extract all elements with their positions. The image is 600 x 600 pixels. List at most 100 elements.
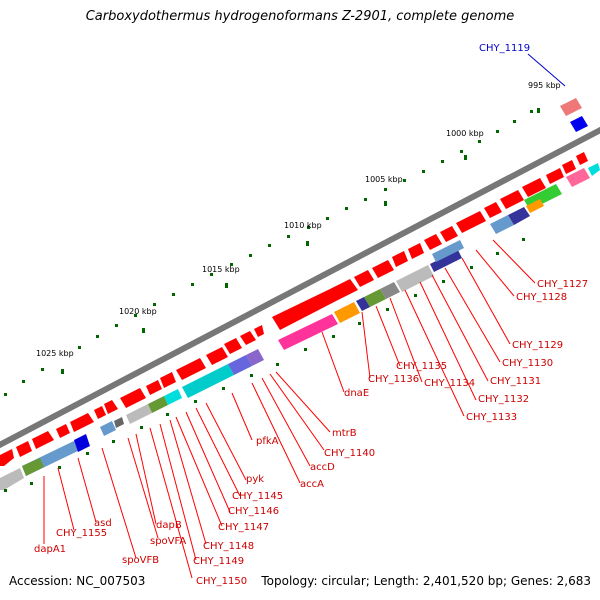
- genome-summary: Topology: circular; Length: 2,401,520 bp…: [261, 574, 591, 588]
- feature-block: [364, 289, 386, 307]
- gene-label[interactable]: CHY_1133: [466, 412, 517, 423]
- gene-label[interactable]: CHY_1149: [193, 556, 244, 567]
- gene-label[interactable]: dapA1: [34, 544, 66, 555]
- inner-ticks: [4, 238, 525, 492]
- gene-label[interactable]: CHY_1147: [218, 522, 269, 533]
- feature-block: [182, 364, 234, 398]
- gene-label[interactable]: CHY_1145: [232, 491, 283, 502]
- feature-block: [560, 98, 582, 116]
- gene-label[interactable]: CHY_1131: [490, 376, 541, 387]
- gene-arrow: [272, 279, 358, 330]
- gene-label[interactable]: CHY_1148: [203, 541, 254, 552]
- gene-arrow: [56, 424, 70, 438]
- feature-block: [356, 297, 370, 311]
- gene-label[interactable]: CHY_1155: [56, 528, 107, 539]
- gene-label[interactable]: mtrB: [332, 428, 357, 439]
- scale-label: 995 kbp: [528, 81, 561, 90]
- gene-label[interactable]: CHY_1130: [502, 358, 553, 369]
- gene-label[interactable]: pyk: [246, 474, 264, 485]
- gene-arrow: [240, 331, 256, 345]
- gene-label[interactable]: dapB: [156, 520, 182, 531]
- gene-labels: CHY_1119 CHY_1127 CHY_1128 CHY_1129 CHY_…: [34, 43, 588, 587]
- gene-arrow: [484, 202, 502, 218]
- scale-label: 1015 kbp: [202, 265, 240, 274]
- feature-block: [100, 421, 116, 436]
- map-title: Carboxydothermus hydrogenoformans Z-2901…: [85, 9, 515, 24]
- gene-label[interactable]: CHY_1146: [228, 506, 279, 517]
- feature-blocks: [0, 98, 590, 490]
- gene-arrow: [546, 168, 564, 184]
- gene-label[interactable]: CHY_1134: [424, 378, 475, 389]
- feature-block: [114, 417, 124, 428]
- gene-arrow: [224, 338, 242, 354]
- gene-label[interactable]: CHY_1127: [537, 279, 588, 290]
- feature-block: [490, 215, 514, 234]
- gene-label-highlight[interactable]: CHY_1119: [479, 43, 530, 54]
- gene-arrow: [456, 211, 486, 233]
- feature-block: [432, 240, 464, 262]
- gene-arrow: [576, 152, 588, 165]
- gene-arrow: [500, 190, 524, 209]
- gene-label[interactable]: CHY_1132: [478, 394, 529, 405]
- feature-block: [334, 302, 360, 323]
- gene-arrow: [176, 358, 206, 380]
- gene-label[interactable]: accA: [300, 479, 324, 490]
- gene-arrow: [522, 178, 546, 197]
- feature-block: [566, 168, 590, 187]
- gene-arrow: [588, 163, 600, 176]
- feature-block: [74, 434, 90, 452]
- gene-label[interactable]: dnaE: [344, 388, 369, 399]
- gene-label[interactable]: CHY_1140: [324, 448, 375, 459]
- gene-arrow: [16, 441, 32, 457]
- gene-label[interactable]: asd: [94, 518, 112, 529]
- feature-block: [0, 468, 24, 490]
- gene-label[interactable]: CHY_1136: [368, 374, 419, 385]
- gene-arrow: [408, 243, 424, 259]
- feature-block: [380, 282, 400, 299]
- gene-arrow: [424, 234, 442, 250]
- gene-arrow: [392, 251, 408, 267]
- gene-arrow: [372, 260, 394, 278]
- gene-arrow: [70, 413, 94, 432]
- gene-arrow: [254, 325, 264, 337]
- feature-block: [396, 265, 434, 292]
- gene-arrow: [354, 270, 374, 287]
- label-leaders: [43, 239, 536, 579]
- gene-arrow: [206, 347, 228, 365]
- gene-arrow: [32, 431, 54, 449]
- gene-arrow: [120, 388, 146, 408]
- outer-ticks: [4, 108, 540, 396]
- feature-block: [526, 199, 544, 213]
- feature-block: [22, 458, 44, 476]
- scale-label: 1000 kbp: [446, 129, 484, 138]
- feature-block: [508, 207, 530, 225]
- feature-block: [570, 116, 588, 132]
- gene-label[interactable]: CHY_1129: [512, 340, 563, 351]
- scale-label: 1005 kbp: [365, 175, 403, 184]
- feature-block: [430, 250, 462, 272]
- scale-labels: 995 kbp 1000 kbp 1005 kbp 1010 kbp 1015 …: [36, 81, 561, 358]
- highlight-leader: [527, 53, 566, 87]
- genome-backbone: [0, 126, 600, 449]
- gene-label[interactable]: CHY_1128: [516, 292, 567, 303]
- gene-label[interactable]: CHY_1150: [196, 576, 247, 587]
- gene-arrow: [146, 380, 162, 395]
- gene-arrow: [94, 406, 106, 419]
- forward-genes: [0, 152, 600, 466]
- scale-label: 1025 kbp: [36, 349, 74, 358]
- gene-label[interactable]: spoVFA: [150, 536, 186, 547]
- gene-arrow: [440, 226, 458, 242]
- gene-label[interactable]: spoVFB: [122, 555, 159, 566]
- feature-block: [228, 355, 252, 375]
- gene-label[interactable]: accD: [310, 462, 335, 473]
- gene-label[interactable]: CHY_1135: [396, 361, 447, 372]
- scale-label: 1020 kbp: [119, 307, 157, 316]
- gene-label[interactable]: pfkA: [256, 436, 279, 447]
- accession-text: Accession: NC_007503: [9, 574, 146, 588]
- feature-block: [126, 404, 152, 424]
- feature-block: [246, 349, 264, 366]
- scale-label: 1010 kbp: [284, 221, 322, 230]
- gene-arrow: [0, 449, 14, 466]
